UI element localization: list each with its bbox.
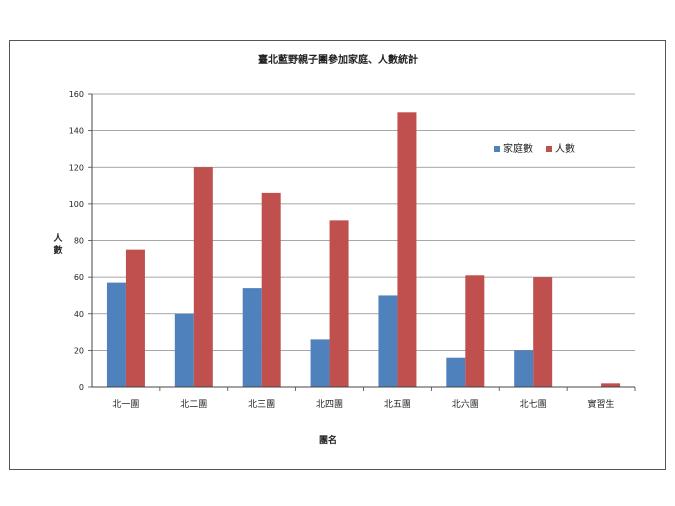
bar-families (514, 350, 534, 387)
chart-title: 臺北藍野親子團參加家庭、人數統計 (258, 53, 418, 66)
x-tick-label: 北二團 (180, 399, 207, 410)
legend-swatch (546, 146, 552, 152)
bar-families (242, 288, 262, 387)
bar-people (533, 277, 553, 387)
bar-people (261, 192, 281, 387)
bar-people (601, 383, 621, 387)
y-tick-label: 120 (69, 163, 84, 172)
y-tick-label: 140 (69, 127, 84, 136)
bar-families (106, 282, 126, 387)
bar-families (310, 339, 330, 387)
y-tick-label: 160 (69, 90, 84, 99)
y-axis-label: 人數 (52, 232, 63, 256)
bar-people (329, 220, 349, 387)
bar-people (125, 249, 145, 387)
x-axis-label: 團名 (319, 434, 337, 446)
y-tick-label: 20 (74, 346, 84, 355)
x-tick-label: 北六團 (452, 398, 479, 410)
bar-families (378, 295, 398, 387)
gridlines (92, 93, 635, 388)
x-tick-label: 北七團 (520, 399, 547, 410)
bar-families (446, 357, 466, 387)
y-tick-label: 80 (74, 237, 84, 246)
chart-frame: 臺北藍野親子團參加家庭、人數統計 0 20 40 60 80 100 120 140 160 北一… (9, 40, 666, 470)
x-tick-label: 實習生 (588, 398, 615, 410)
bar-families (174, 313, 194, 387)
bar-people (193, 167, 213, 387)
bar-people (397, 112, 417, 387)
x-tick-label: 北五團 (384, 399, 411, 410)
legend-label: 家庭數 (503, 142, 533, 155)
legend-swatch (494, 146, 500, 152)
bar-people (465, 275, 485, 387)
legend: 家庭數 人數 (494, 142, 575, 155)
x-tick-label: 北四團 (316, 399, 343, 410)
x-tick-label: 北三團 (248, 399, 275, 410)
x-tick-label: 北一團 (112, 399, 139, 410)
y-tick-label: 60 (74, 273, 84, 282)
bar-chart: 臺北藍野親子團參加家庭、人數統計 0 20 40 60 80 100 120 140 160 北一… (52, 53, 636, 446)
axes: 0 20 40 60 80 100 120 140 160 北一團 北二團 北三團 北四團 北五團 北六團 北… (69, 90, 636, 410)
y-tick-label: 40 (74, 310, 84, 319)
bars (106, 112, 621, 387)
legend-label: 人數 (555, 142, 575, 155)
y-tick-label: 100 (69, 200, 84, 209)
y-tick-label: 0 (79, 383, 84, 392)
